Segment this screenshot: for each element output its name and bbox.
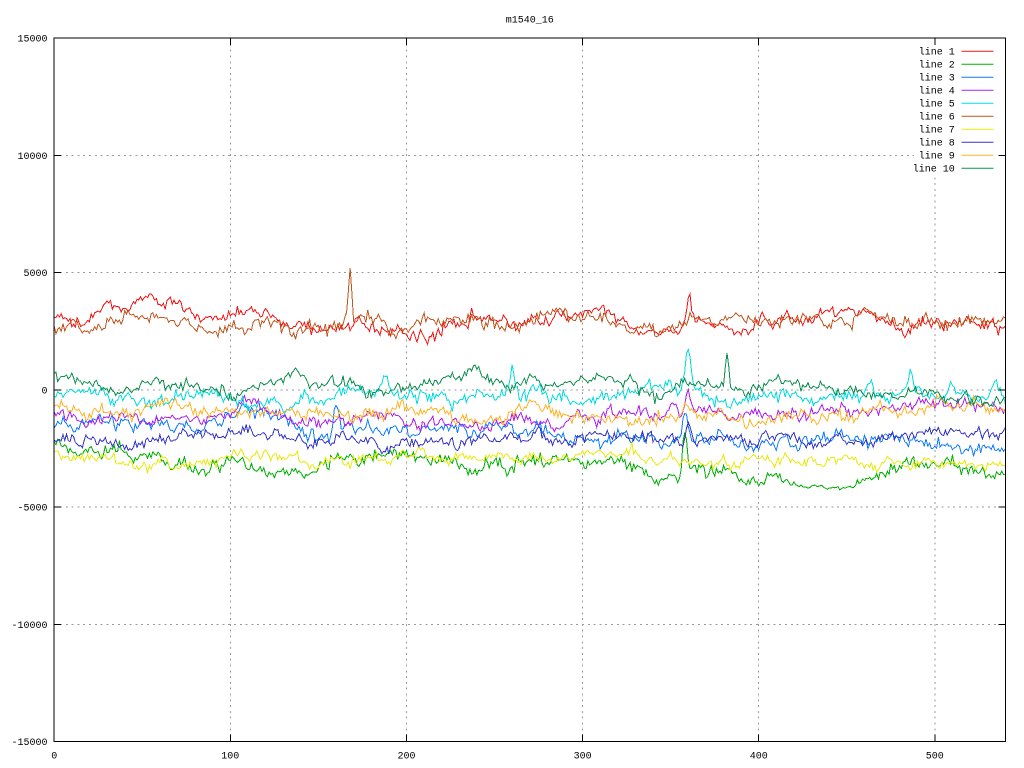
svg-text:400: 400 bbox=[750, 752, 768, 763]
svg-text:line 5: line 5 bbox=[919, 99, 955, 111]
svg-text:100: 100 bbox=[221, 752, 239, 763]
svg-text:-15000: -15000 bbox=[11, 738, 47, 749]
svg-text:200: 200 bbox=[397, 752, 415, 763]
svg-text:15000: 15000 bbox=[17, 35, 47, 46]
svg-text:0: 0 bbox=[41, 386, 47, 397]
svg-text:line 8: line 8 bbox=[919, 138, 955, 150]
svg-text:-10000: -10000 bbox=[11, 621, 47, 632]
svg-text:line 6: line 6 bbox=[919, 112, 955, 124]
svg-text:m1540_16: m1540_16 bbox=[506, 16, 554, 27]
svg-text:5000: 5000 bbox=[23, 269, 47, 280]
svg-text:-5000: -5000 bbox=[17, 504, 47, 515]
svg-text:line 4: line 4 bbox=[919, 86, 955, 98]
svg-text:line 3: line 3 bbox=[919, 73, 955, 85]
svg-text:line 7: line 7 bbox=[919, 125, 955, 137]
svg-text:0: 0 bbox=[51, 752, 57, 763]
svg-text:line 1: line 1 bbox=[919, 47, 955, 59]
svg-text:10000: 10000 bbox=[17, 152, 47, 163]
svg-text:line 2: line 2 bbox=[919, 60, 955, 72]
svg-text:line 10: line 10 bbox=[913, 164, 955, 176]
svg-text:line 9: line 9 bbox=[919, 151, 955, 163]
svg-text:500: 500 bbox=[926, 752, 944, 763]
svg-text:300: 300 bbox=[574, 752, 592, 763]
